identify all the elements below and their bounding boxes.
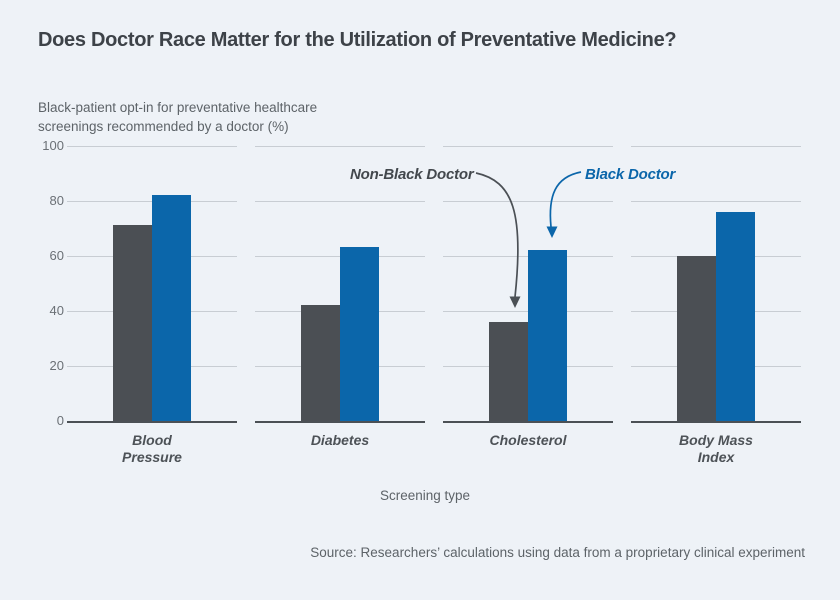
category-label-diabetes: Diabetes bbox=[310, 432, 370, 448]
y-axis-tick-label-60: 60 bbox=[49, 247, 64, 263]
bar-black-doctor-blood-pressure bbox=[152, 195, 191, 421]
gridline bbox=[631, 200, 801, 202]
gridline bbox=[443, 145, 613, 147]
source-note: Source: Researchers’ calculations using … bbox=[310, 545, 805, 560]
gridline bbox=[255, 200, 425, 202]
bar-black-doctor-diabetes bbox=[340, 247, 379, 421]
chart-subtitle-line-1: Black-patient opt-in for preventative he… bbox=[38, 100, 318, 115]
x-axis-line bbox=[67, 421, 237, 423]
y-axis-tick-label-20: 20 bbox=[49, 357, 64, 373]
gridline bbox=[631, 145, 801, 147]
y-axis-tick-label-100: 100 bbox=[42, 137, 64, 153]
legend-non-black-doctor-label: Non-Black Doctor bbox=[350, 166, 474, 183]
gridline bbox=[67, 145, 237, 147]
category-label-blood-pressure: Blood Pressure bbox=[122, 432, 182, 465]
bar-non-black-doctor-body-mass-index bbox=[677, 255, 716, 421]
category-label-cholesterol: Cholesterol bbox=[489, 432, 567, 448]
bar-black-doctor-cholesterol bbox=[528, 250, 567, 421]
x-axis-title: Screening type bbox=[379, 488, 471, 503]
y-axis-tick-label-0: 0 bbox=[56, 413, 64, 428]
gridline bbox=[443, 200, 613, 202]
chart-subtitle-line-2: screenings recommended by a doctor (%) bbox=[38, 119, 289, 134]
x-axis-line bbox=[631, 421, 801, 423]
bar-non-black-doctor-blood-pressure bbox=[113, 225, 152, 421]
bar-non-black-doctor-diabetes bbox=[301, 305, 340, 421]
bar-black-doctor-body-mass-index bbox=[716, 211, 755, 421]
category-label-body-mass-index: Body Mass Index bbox=[679, 432, 753, 465]
gridline bbox=[255, 145, 425, 147]
x-axis-line bbox=[255, 421, 425, 423]
y-axis-tick-label-80: 80 bbox=[49, 192, 64, 208]
page-title: Does Doctor Race Matter for the Utilizat… bbox=[38, 29, 677, 51]
y-axis-tick-label-40: 40 bbox=[49, 302, 64, 318]
legend-black-doctor-label: Black Doctor bbox=[585, 166, 676, 183]
x-axis-line bbox=[443, 421, 613, 423]
bar-non-black-doctor-cholesterol bbox=[489, 321, 528, 421]
